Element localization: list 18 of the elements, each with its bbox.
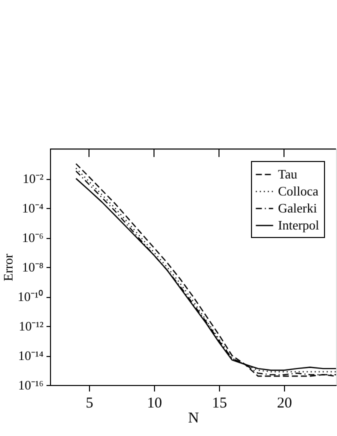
- y-tick-label: 10⁻¹⁶: [18, 378, 44, 392]
- x-tick-label: 15: [212, 396, 227, 412]
- y-tick-label: 10⁻⁸: [22, 260, 44, 274]
- y-axis-title: Error: [0, 253, 16, 282]
- y-tick-label: 10⁻¹²: [18, 318, 44, 334]
- legend-label: Galerki: [278, 200, 318, 216]
- y-tick-label: 10⁻¹⁰: [18, 289, 44, 304]
- x-tick-label: 20: [277, 396, 292, 412]
- x-axis-title: N: [188, 410, 200, 426]
- y-tick-label: 10⁻²: [22, 171, 44, 186]
- legend-label: Tau: [278, 166, 298, 182]
- y-tick-label: 10⁻⁶: [22, 230, 44, 245]
- y-tick-label: 10⁻⁴: [22, 200, 44, 216]
- legend-label: Colloca: [278, 184, 319, 198]
- legend-label: Interpol: [278, 218, 320, 232]
- y-tick-label: 10⁻¹⁴: [18, 348, 44, 363]
- x-tick-label: 5: [86, 396, 94, 412]
- x-tick-label: 10: [147, 396, 162, 412]
